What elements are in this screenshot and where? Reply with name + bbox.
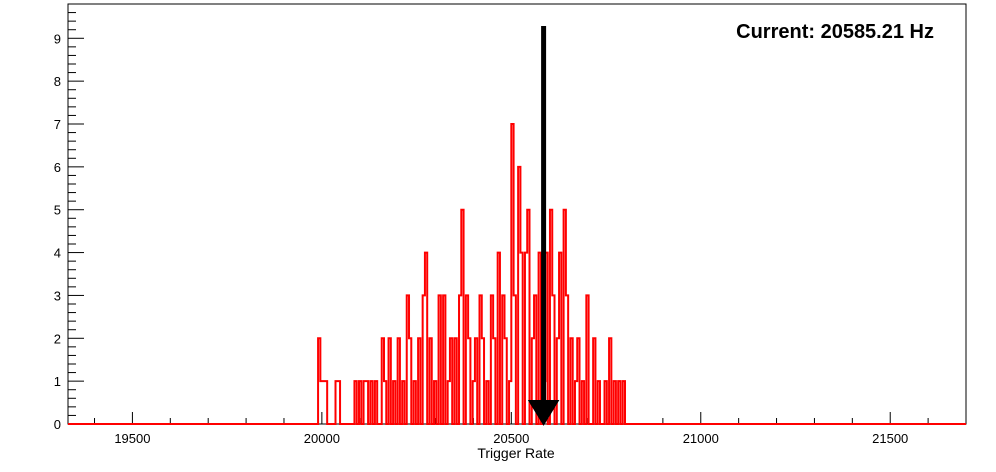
- y-tick-label: 8: [54, 74, 61, 89]
- y-tick-label: 6: [54, 160, 61, 175]
- arrow-head: [527, 400, 560, 426]
- x-axis-title: Trigger Rate: [477, 445, 555, 461]
- current-value-arrow: [527, 26, 560, 426]
- histogram-series-line: [68, 123, 966, 425]
- y-tick-label: 3: [54, 288, 61, 303]
- y-tick-label: 1: [54, 374, 61, 389]
- y-tick-label: 5: [54, 203, 61, 218]
- y-tick-label: 9: [54, 31, 61, 46]
- x-tick-label: 21500: [872, 431, 908, 446]
- y-axis: 0 1 2 3 4 5 6 7 8 9: [54, 3, 84, 432]
- y-tick-label: 2: [54, 331, 61, 346]
- x-tick-label: 20000: [304, 431, 340, 446]
- y-tick-label: 0: [54, 417, 61, 432]
- y-tick-label: 4: [54, 246, 61, 261]
- x-tick-label: 20500: [493, 431, 529, 446]
- current-rate-annotation: Current: 20585.21 Hz: [736, 21, 934, 43]
- plot-frame: [67, 3, 967, 425]
- x-tick-label: 21000: [683, 431, 719, 446]
- x-tick-label: 19500: [114, 431, 150, 446]
- y-tick-label: 7: [54, 117, 61, 132]
